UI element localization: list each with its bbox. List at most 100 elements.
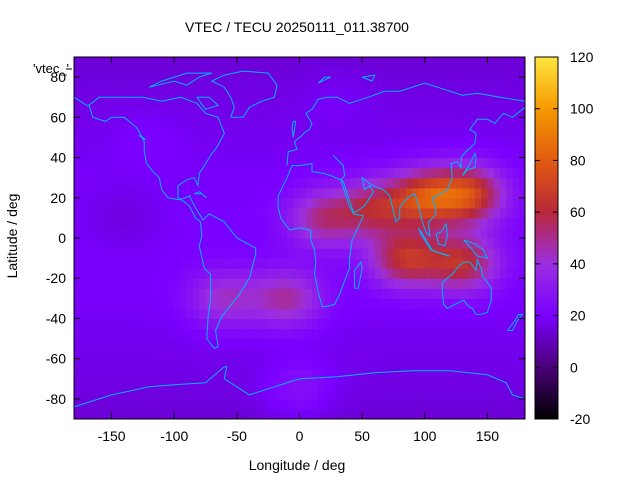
heatmap-cell bbox=[518, 268, 525, 279]
heatmap-cell bbox=[286, 167, 294, 179]
heatmap-cell bbox=[456, 87, 463, 98]
heatmap-cell bbox=[199, 338, 207, 350]
heatmap-cell bbox=[193, 117, 200, 128]
heatmap-cell bbox=[167, 288, 175, 299]
heatmap-cell bbox=[218, 368, 225, 380]
heatmap-cell bbox=[362, 398, 369, 410]
heatmap-cell bbox=[380, 67, 388, 78]
heatmap-cell bbox=[424, 67, 432, 78]
heatmap-cell bbox=[136, 378, 144, 390]
heatmap-cell bbox=[186, 57, 194, 68]
heatmap-cell bbox=[218, 127, 225, 139]
heatmap-cell bbox=[218, 348, 225, 360]
heatmap-cell bbox=[305, 127, 313, 139]
heatmap-cell bbox=[343, 107, 351, 118]
heatmap-cell bbox=[368, 137, 376, 149]
heatmap-cell bbox=[268, 328, 276, 340]
heatmap-cell bbox=[506, 308, 514, 320]
heatmap-cell bbox=[418, 117, 426, 128]
heatmap-cell bbox=[243, 157, 250, 169]
heatmap-cell bbox=[418, 57, 426, 68]
heatmap-cell bbox=[362, 338, 369, 350]
heatmap-cell bbox=[380, 248, 388, 259]
heatmap-cell bbox=[424, 338, 432, 350]
heatmap-cell bbox=[243, 177, 250, 189]
heatmap-cell bbox=[74, 338, 81, 350]
heatmap-cell bbox=[274, 368, 282, 380]
heatmap-cell bbox=[393, 97, 401, 108]
heatmap-cell bbox=[280, 408, 288, 419]
heatmap-cell bbox=[111, 147, 119, 159]
heatmap-cell bbox=[224, 258, 232, 269]
heatmap-cell bbox=[368, 338, 376, 350]
heatmap-cell bbox=[230, 137, 238, 149]
heatmap-cell bbox=[86, 177, 94, 189]
heatmap-cell bbox=[355, 87, 363, 98]
heatmap-cell bbox=[193, 107, 200, 118]
heatmap-cell bbox=[418, 378, 426, 390]
heatmap-cell bbox=[387, 57, 395, 68]
x-tick-label: -50 bbox=[227, 428, 247, 444]
heatmap-cell bbox=[268, 217, 276, 229]
heatmap-cell bbox=[142, 67, 150, 78]
heatmap-cell bbox=[324, 197, 332, 209]
heatmap-cell bbox=[437, 57, 445, 68]
heatmap-cell bbox=[443, 258, 451, 269]
heatmap-cell bbox=[437, 97, 445, 108]
heatmap-cell bbox=[218, 238, 225, 249]
heatmap-cell bbox=[368, 117, 376, 128]
heatmap-cell bbox=[405, 127, 413, 139]
heatmap-cell bbox=[136, 308, 144, 320]
heatmap-cell bbox=[512, 107, 520, 118]
heatmap-cell bbox=[142, 278, 150, 289]
heatmap-cell bbox=[437, 87, 445, 98]
heatmap-cell bbox=[161, 197, 169, 209]
heatmap-cell bbox=[205, 127, 213, 139]
heatmap-cell bbox=[393, 77, 401, 88]
heatmap-cell bbox=[199, 217, 207, 229]
heatmap-cell bbox=[205, 137, 213, 149]
heatmap-cell bbox=[393, 368, 401, 380]
heatmap-cell bbox=[205, 278, 213, 289]
heatmap-cell bbox=[142, 338, 150, 350]
heatmap-cell bbox=[293, 147, 301, 159]
heatmap-cell bbox=[211, 378, 219, 390]
heatmap-cell bbox=[236, 308, 244, 320]
coastline-segment bbox=[418, 227, 450, 257]
heatmap-cell bbox=[199, 268, 207, 279]
heatmap-cell bbox=[261, 258, 269, 269]
heatmap-cell bbox=[261, 117, 269, 128]
heatmap-cell bbox=[487, 117, 495, 128]
heatmap-cell bbox=[299, 227, 307, 239]
heatmap-cell bbox=[318, 348, 326, 360]
heatmap-cell bbox=[487, 318, 495, 330]
colorbar-tick-label: 0 bbox=[570, 359, 578, 375]
heatmap-cell bbox=[174, 117, 182, 128]
heatmap-cell bbox=[249, 408, 257, 419]
heatmap-cell bbox=[437, 298, 445, 309]
heatmap-cell bbox=[261, 368, 269, 380]
heatmap-cell bbox=[105, 187, 113, 199]
heatmap-cell bbox=[142, 117, 150, 128]
heatmap-cell bbox=[449, 127, 457, 139]
heatmap-cell bbox=[343, 328, 351, 340]
heatmap-cell bbox=[249, 77, 257, 88]
heatmap-cell bbox=[99, 207, 106, 219]
heatmap-cell bbox=[199, 87, 207, 98]
heatmap-cell bbox=[474, 157, 482, 169]
heatmap-cell bbox=[330, 368, 338, 380]
heatmap-cell bbox=[506, 258, 514, 269]
heatmap-cell bbox=[512, 117, 520, 128]
heatmap-cell bbox=[205, 268, 213, 279]
heatmap-cell bbox=[462, 137, 470, 149]
heatmap-cell bbox=[349, 268, 357, 279]
heatmap-cell bbox=[412, 167, 420, 179]
heatmap-cell bbox=[205, 368, 213, 380]
heatmap-cell bbox=[393, 207, 401, 219]
heatmap-cell bbox=[449, 147, 457, 159]
heatmap-cell bbox=[305, 278, 313, 289]
heatmap-cell bbox=[305, 308, 313, 320]
heatmap-cell bbox=[449, 97, 457, 108]
heatmap-cell bbox=[268, 147, 276, 159]
heatmap-cell bbox=[431, 288, 438, 299]
